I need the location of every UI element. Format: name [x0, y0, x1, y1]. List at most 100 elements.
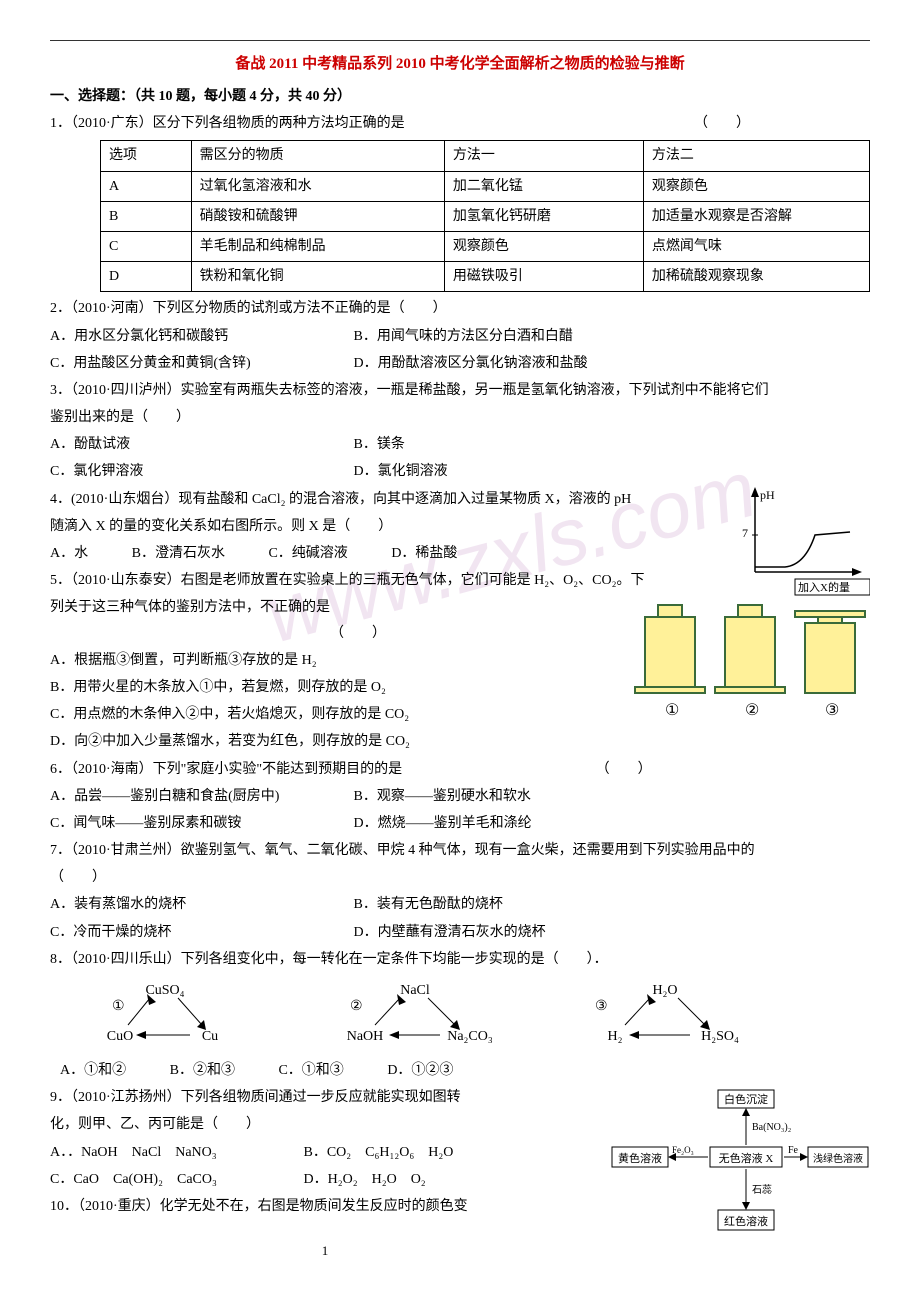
td: 加稀硫酸观察现象	[643, 262, 869, 292]
q1-table: 选项 需区分的物质 方法一 方法二 A 过氧化氢溶液和水 加二氧化锰 观察颜色 …	[100, 140, 870, 292]
d-left: 黄色溶液	[618, 1151, 662, 1165]
q2-c: C．用盐酸区分黄金和黄铜(含锌)	[50, 351, 350, 376]
question-6: 6．（2010·海南）下列"家庭小实验"不能达到预期目的的是 （ ）	[50, 757, 870, 782]
q9-a: A．．NaOH NaCl NaNO₃	[50, 1140, 300, 1165]
td: 加适量水观察是否溶解	[643, 201, 869, 231]
q5-paren: （ ）	[330, 626, 386, 641]
q5-stem2: 列关于这三种气体的鉴别方法中，不正确的是	[50, 600, 330, 615]
q9-b: B．CO₂ C₆H₁₂O₆ H₂O	[304, 1145, 454, 1160]
question-7: 7．（2010·甘肃兰州）欲鉴别氢气、氧气、二氧化碳、甲烷 4 种气体，现有一盒…	[50, 838, 870, 863]
q7-d: D．内壁蘸有澄清石灰水的烧杯	[354, 920, 654, 945]
q4-b: B．澄清石灰水	[132, 541, 225, 566]
q5-d: D．向②中加入少量蒸馏水，若变为红色，则存放的是 CO₂	[50, 729, 870, 754]
header-rule	[50, 40, 870, 41]
q8-opts: A．①和② B．②和③ C．①和③ D．①②③	[50, 1058, 870, 1083]
q3-b: B．镁条	[354, 432, 654, 457]
q8-d: D．①②③	[387, 1058, 453, 1083]
td: 加氢氧化钙研磨	[444, 201, 643, 231]
q4-graph: 7 pH 加入X的量	[740, 487, 870, 597]
q3-c: C．氯化钾溶液	[50, 459, 350, 484]
td: 观察颜色	[643, 171, 869, 201]
d1-right: Cu	[202, 1029, 218, 1044]
th: 需区分的物质	[191, 141, 444, 171]
th: 选项	[101, 141, 192, 171]
th: 方法一	[444, 141, 643, 171]
question-3: 3．（2010·四川泸州）实验室有两瓶失去标签的溶液，一瓶是稀盐酸，另一瓶是氢氧…	[50, 378, 870, 403]
d1-top: CuSO₄	[145, 983, 184, 998]
question-1: 1．（2010·广东）区分下列各组物质的两种方法均正确的是 （ ）	[50, 111, 870, 136]
q2-d: D．用酚酞溶液区分氯化钠溶液和盐酸	[354, 351, 654, 376]
table-row: A 过氧化氢溶液和水 加二氧化锰 观察颜色	[101, 171, 870, 201]
q7-opts-row2: C．冷而干燥的烧杯 D．内壁蘸有澄清石灰水的烧杯	[50, 920, 870, 945]
graph-xlabel: 加入X的量	[798, 580, 850, 594]
d1-left: CuO	[107, 1029, 133, 1044]
q8-b: B．②和③	[170, 1058, 235, 1083]
q8-a: A．①和②	[60, 1058, 126, 1083]
d1-label: ①	[112, 999, 125, 1014]
td: 硝酸铵和硫酸钾	[191, 201, 444, 231]
th: 方法二	[643, 141, 869, 171]
d-right-arrow: Fe	[788, 1145, 799, 1156]
q3-opts-row2: C．氯化钾溶液 D．氯化铜溶液	[50, 459, 870, 484]
q4-a: A．水	[50, 541, 88, 566]
section-heading: 一、选择题：（共 10 题，每小题 4 分，共 40 分）	[50, 84, 870, 109]
graph-ytick: 7	[742, 526, 748, 540]
d-left-arrow: Fe₂O₃	[672, 1145, 694, 1155]
d2-top: NaCl	[400, 983, 430, 998]
td: A	[101, 171, 192, 201]
q2-b: B．用闻气味的方法区分白酒和白醋	[354, 324, 654, 349]
q5-bottles: ① ② ③	[630, 597, 870, 727]
question-8: 8．（2010·四川乐山）下列各组变化中，每一转化在一定条件下均能一步实现的是（…	[50, 947, 870, 972]
q6-opts-row2: C．闻气味——鉴别尿素和碳铵 D．燃烧——鉴别羊毛和涤纶	[50, 811, 870, 836]
q2-a: A．用水区分氯化钙和碳酸钙	[50, 324, 350, 349]
q6-opts-row1: A．品尝——鉴别白糖和食盐(厨房中) B．观察——鉴别硬水和软水	[50, 784, 870, 809]
q8-c: C．①和③	[278, 1058, 343, 1083]
table-row: D 铁粉和氧化铜 用磁铁吸引 加稀硫酸观察现象	[101, 262, 870, 292]
q7-c: C．冷而干燥的烧杯	[50, 920, 350, 945]
bottle-label-1: ①	[665, 702, 679, 719]
d-top: 白色沉淀	[724, 1092, 768, 1106]
q4-d: D．稀盐酸	[391, 541, 457, 566]
td: 观察颜色	[444, 231, 643, 261]
q3-a: A．酚酞试液	[50, 432, 350, 457]
d2-label: ②	[350, 999, 363, 1014]
q6-a: A．品尝——鉴别白糖和食盐(厨房中)	[50, 784, 350, 809]
q6-paren: （ ）	[596, 762, 652, 777]
q2-opts-row2: C．用盐酸区分黄金和黄铜(含锌) D．用酚酞溶液区分氯化钠溶液和盐酸	[50, 351, 870, 376]
d3-left: H₂	[608, 1029, 623, 1044]
d3-right: H₂SO₄	[701, 1029, 739, 1044]
d-center: 无色溶液 X	[719, 1151, 774, 1165]
td: 点燃闻气味	[643, 231, 869, 261]
d3-label: ③	[595, 999, 608, 1014]
d2-left: NaOH	[347, 1029, 384, 1044]
td: 用磁铁吸引	[444, 262, 643, 292]
q2-opts-row1: A．用水区分氯化钙和碳酸钙 B．用闻气味的方法区分白酒和白醋	[50, 324, 870, 349]
table-row: 选项 需区分的物质 方法一 方法二	[101, 141, 870, 171]
td: 过氧化氢溶液和水	[191, 171, 444, 201]
q4-c: C．纯碱溶液	[268, 541, 347, 566]
q3-d: D．氯化铜溶液	[354, 459, 654, 484]
question-7b: （ ）	[50, 865, 870, 890]
d2-right: Na₂CO₃	[447, 1029, 493, 1044]
q6-d: D．燃烧——鉴别羊毛和涤纶	[354, 811, 654, 836]
bottle-label-3: ③	[825, 702, 839, 719]
q7-a: A．装有蒸馏水的烧杯	[50, 892, 350, 917]
d-top-arrow: Ba(NO₃)₂	[752, 1122, 791, 1133]
q8-diagrams: CuSO₄ ① CuO Cu NaCl ② NaOH Na₂CO₃ H₂O ③ …	[50, 980, 870, 1050]
d-right: 浅绿色溶液	[813, 1152, 863, 1165]
td: 羊毛制品和纯棉制品	[191, 231, 444, 261]
td: D	[101, 262, 192, 292]
q6-b: B．观察——鉴别硬水和软水	[354, 784, 654, 809]
d-bottom-arrow: 石蕊	[752, 1184, 772, 1196]
td: 铁粉和氧化铜	[191, 262, 444, 292]
q10-diagram: 无色溶液 X 白色沉淀 Ba(NO₃)₂ 黄色溶液 Fe₂O₃ 浅绿色溶液 Fe…	[610, 1085, 870, 1245]
bottle-label-2: ②	[745, 702, 759, 719]
q7-opts-row1: A．装有蒸馏水的烧杯 B．装有无色酚酞的烧杯	[50, 892, 870, 917]
q7-b: B．装有无色酚酞的烧杯	[354, 892, 654, 917]
table-row: C 羊毛制品和纯棉制品 观察颜色 点燃闻气味	[101, 231, 870, 261]
q6-c: C．闻气味——鉴别尿素和碳铵	[50, 811, 350, 836]
table-row: B 硝酸铵和硫酸钾 加氢氧化钙研磨 加适量水观察是否溶解	[101, 201, 870, 231]
td: 加二氧化锰	[444, 171, 643, 201]
q9-c: C．CaO Ca(OH)₂ CaCO₃	[50, 1167, 300, 1192]
question-2: 2．（2010·河南）下列区分物质的试剂或方法不正确的是（ ）	[50, 296, 870, 321]
